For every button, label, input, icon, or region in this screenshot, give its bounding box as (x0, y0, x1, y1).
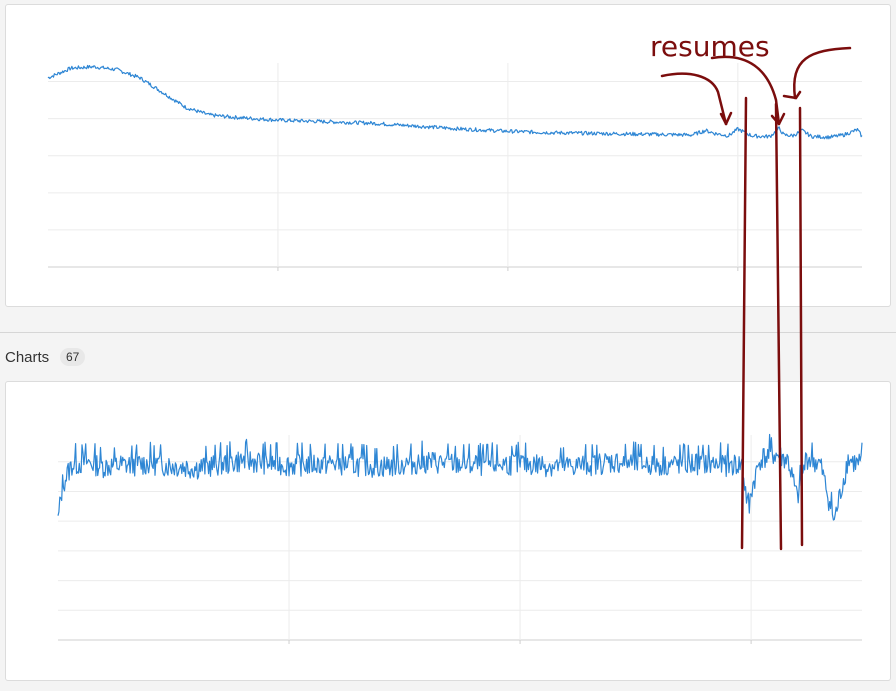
annotation-stroke (798, 106, 804, 547)
handwritten-annotations: resumes (650, 30, 852, 551)
annotation-stroke (660, 72, 728, 126)
section-title: Charts (5, 349, 50, 366)
series-line (57, 433, 863, 521)
chart-per-token-loss[interactable] (47, 63, 863, 271)
chart-count-badge: 67 (60, 348, 86, 366)
annotation-resumes-label: resumes (650, 30, 770, 63)
section-divider (0, 332, 896, 333)
annotation-stroke (774, 102, 783, 551)
annotation-stroke (719, 111, 733, 126)
annotation-stroke (740, 96, 748, 550)
annotation-stroke (710, 55, 781, 126)
chart-image-to-text-ratio[interactable] (57, 433, 863, 645)
annotation-stroke (793, 46, 852, 100)
annotation-stroke (782, 90, 802, 100)
series-line (47, 64, 863, 140)
